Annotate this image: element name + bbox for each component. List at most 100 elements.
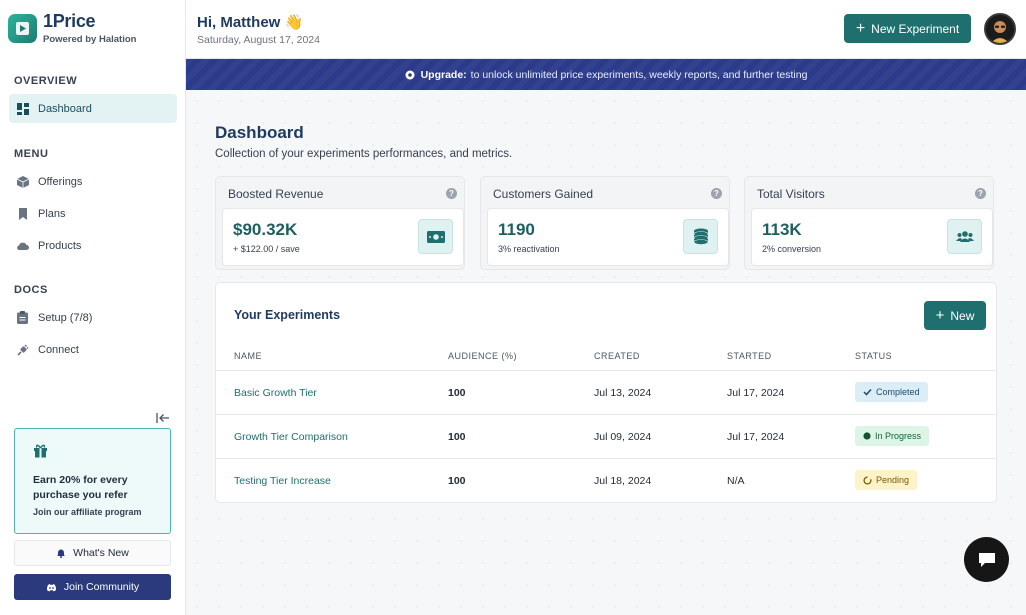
brand-name: 1Price bbox=[43, 11, 96, 31]
sidebar-item-setup[interactable]: Setup (7/8) bbox=[9, 303, 177, 332]
new-experiment-label: New Experiment bbox=[871, 21, 960, 36]
section-title-docs: DOCS bbox=[14, 284, 48, 296]
column-header-created[interactable]: CREATED bbox=[594, 351, 640, 361]
status-badge: Pending bbox=[855, 470, 918, 490]
coins-icon bbox=[683, 219, 718, 254]
started-cell: Jul 17, 2024 bbox=[727, 387, 785, 399]
section-title-menu: MENU bbox=[14, 148, 49, 160]
new-experiment-small-button[interactable]: + New bbox=[924, 301, 986, 330]
sidebar-item-offerings[interactable]: Offerings bbox=[9, 167, 177, 196]
sidebar-item-connect[interactable]: Connect bbox=[9, 335, 177, 364]
created-cell: Jul 13, 2024 bbox=[594, 387, 652, 399]
chat-launcher-button[interactable] bbox=[964, 537, 1009, 582]
chat-bubble-icon bbox=[977, 551, 997, 569]
top-header: Hi, Matthew 👋 Saturday, August 17, 2024 … bbox=[186, 0, 1026, 59]
plug-icon bbox=[16, 343, 29, 356]
sidebar-item-label: Plans bbox=[38, 207, 66, 220]
created-cell: Jul 18, 2024 bbox=[594, 475, 652, 487]
plus-icon: + bbox=[855, 19, 866, 37]
column-header-status[interactable]: STATUS bbox=[855, 351, 893, 361]
stat-label: Boosted Revenue bbox=[228, 187, 324, 201]
column-header-audience[interactable]: AUDIENCE (%) bbox=[448, 351, 518, 361]
stat-card-total-visitors: Total Visitors ? 113K 2% conversion bbox=[744, 176, 994, 270]
upgrade-banner[interactable]: Upgrade: to unlock unlimited price exper… bbox=[186, 59, 1026, 90]
table-row[interactable]: Basic Growth Tier 100 Jul 13, 2024 Jul 1… bbox=[216, 370, 996, 414]
status-badge: In Progress bbox=[855, 426, 930, 446]
stat-label: Total Visitors bbox=[757, 187, 825, 201]
upgrade-text: to unlock unlimited price experiments, w… bbox=[470, 68, 808, 81]
users-icon bbox=[947, 219, 982, 254]
column-header-started[interactable]: STARTED bbox=[727, 351, 772, 361]
table-row[interactable]: Growth Tier Comparison 100 Jul 09, 2024 … bbox=[216, 414, 996, 458]
experiment-name-link[interactable]: Basic Growth Tier bbox=[234, 387, 317, 399]
whats-new-button[interactable]: What's New bbox=[14, 540, 171, 566]
stat-value: 113K bbox=[762, 220, 802, 239]
current-date: Saturday, August 17, 2024 bbox=[197, 34, 320, 46]
main-content: Dashboard Collection of your experiments… bbox=[186, 90, 1026, 615]
stat-value: 1190 bbox=[498, 220, 535, 239]
clipboard-icon bbox=[16, 311, 29, 324]
section-title-overview: OVERVIEW bbox=[14, 75, 78, 87]
sidebar-item-label: Dashboard bbox=[38, 102, 92, 115]
cube-icon bbox=[16, 175, 29, 188]
promo-title: Earn 20% for every purchase you refer bbox=[33, 474, 128, 501]
dashboard-icon bbox=[16, 102, 29, 115]
upgrade-label: Upgrade: bbox=[420, 68, 467, 81]
page-subtitle: Collection of your experiments performan… bbox=[215, 148, 513, 160]
sidebar-item-plans[interactable]: Plans bbox=[9, 199, 177, 228]
check-icon bbox=[863, 388, 872, 396]
column-header-name[interactable]: NAME bbox=[234, 351, 263, 361]
help-icon[interactable]: ? bbox=[711, 188, 722, 199]
gift-icon bbox=[33, 443, 152, 463]
audience-cell: 100 bbox=[448, 431, 466, 443]
sidebar-item-label: Products bbox=[38, 239, 82, 252]
status-label: Completed bbox=[876, 387, 920, 397]
stat-note: + $122.00 / save bbox=[233, 244, 300, 254]
new-experiment-button[interactable]: + New Experiment bbox=[844, 14, 971, 43]
started-cell: N/A bbox=[727, 475, 745, 487]
stat-value: $90.32K bbox=[233, 220, 298, 239]
stat-card-customers-gained: Customers Gained ? 1190 3% reactivation bbox=[480, 176, 730, 270]
brand-logo-icon bbox=[8, 14, 37, 43]
waving-hand-icon: 👋 bbox=[284, 14, 304, 31]
help-icon[interactable]: ? bbox=[975, 188, 986, 199]
page-title: Dashboard bbox=[215, 123, 304, 142]
greeting: Hi, Matthew 👋 bbox=[197, 13, 303, 31]
collapse-sidebar-icon[interactable] bbox=[156, 411, 170, 423]
join-community-label: Join Community bbox=[63, 581, 140, 593]
sidebar-item-label: Setup (7/8) bbox=[38, 311, 93, 324]
table-row[interactable]: Testing Tier Increase 100 Jul 18, 2024 N… bbox=[216, 458, 996, 502]
status-badge: Completed bbox=[855, 382, 928, 402]
stat-note: 2% conversion bbox=[762, 244, 822, 254]
cash-icon bbox=[418, 219, 453, 254]
sidebar-item-label: Connect bbox=[38, 343, 79, 356]
brand[interactable]: 1Price Powered by Halation bbox=[8, 12, 136, 45]
join-community-button[interactable]: Join Community bbox=[14, 574, 171, 600]
stat-label: Customers Gained bbox=[493, 187, 594, 201]
experiments-card: Your Experiments + New NAME AUDIENCE (%)… bbox=[215, 282, 997, 503]
cloud-icon bbox=[16, 239, 29, 252]
sidebar-item-label: Offerings bbox=[38, 175, 83, 188]
stat-note: 3% reactivation bbox=[498, 244, 560, 254]
discord-icon bbox=[46, 583, 57, 592]
greeting-text: Hi, Matthew bbox=[197, 14, 281, 31]
audience-cell: 100 bbox=[448, 387, 466, 399]
sidebar-item-products[interactable]: Products bbox=[9, 231, 177, 260]
dot-icon bbox=[863, 432, 871, 440]
promo-subtitle: Join our affiliate program bbox=[33, 507, 142, 517]
bookmark-icon bbox=[16, 207, 29, 220]
help-icon[interactable]: ? bbox=[446, 188, 457, 199]
new-label: New bbox=[950, 308, 975, 323]
started-cell: Jul 17, 2024 bbox=[727, 431, 785, 443]
avatar[interactable] bbox=[984, 13, 1016, 45]
sidebar-item-dashboard[interactable]: Dashboard bbox=[9, 94, 177, 123]
status-label: Pending bbox=[876, 475, 910, 485]
spinner-icon bbox=[863, 475, 872, 485]
sidebar: 1Price Powered by Halation OVERVIEW Dash… bbox=[0, 0, 186, 615]
affiliate-promo-card[interactable]: Earn 20% for every purchase you refer Jo… bbox=[14, 428, 171, 534]
experiment-name-link[interactable]: Growth Tier Comparison bbox=[234, 431, 348, 443]
plus-icon: + bbox=[935, 306, 945, 324]
experiment-name-link[interactable]: Testing Tier Increase bbox=[234, 475, 331, 487]
status-label: In Progress bbox=[875, 431, 922, 441]
audience-cell: 100 bbox=[448, 475, 466, 487]
